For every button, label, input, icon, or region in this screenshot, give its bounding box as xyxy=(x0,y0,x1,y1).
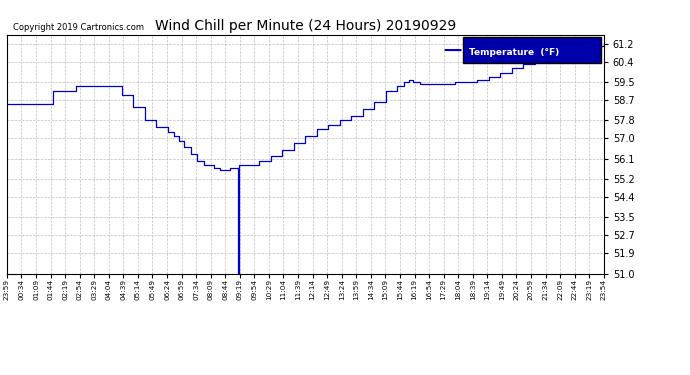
Text: Copyright 2019 Cartronics.com: Copyright 2019 Cartronics.com xyxy=(13,23,144,32)
Text: Temperature  (°F): Temperature (°F) xyxy=(469,48,560,57)
FancyBboxPatch shape xyxy=(464,37,601,63)
Title: Wind Chill per Minute (24 Hours) 20190929: Wind Chill per Minute (24 Hours) 2019092… xyxy=(155,20,456,33)
